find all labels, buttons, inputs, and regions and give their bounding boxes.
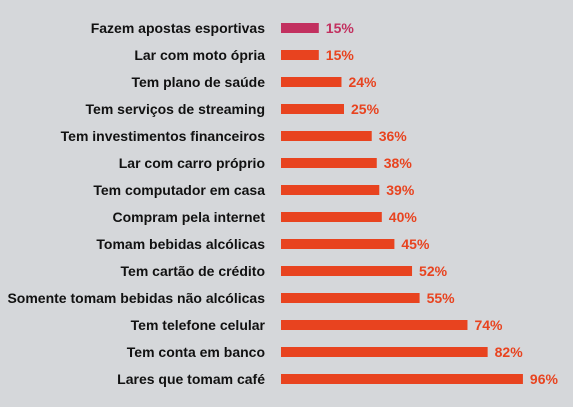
bar — [281, 104, 344, 114]
category-label: Tem serviços de streaming — [86, 101, 265, 117]
bar — [281, 320, 468, 330]
category-label: Tem conta em banco — [127, 344, 265, 360]
category-label: Lar com moto ópria — [134, 47, 265, 63]
bar — [281, 185, 380, 195]
bar — [281, 23, 319, 33]
value-label: 55% — [427, 290, 456, 306]
category-label: Tem computador em casa — [93, 182, 265, 198]
value-label: 82% — [495, 344, 524, 360]
value-label: 96% — [530, 371, 559, 387]
value-label: 39% — [386, 182, 415, 198]
value-label: 15% — [326, 20, 355, 36]
category-label: Lar com carro próprio — [119, 155, 265, 171]
value-label: 25% — [351, 101, 380, 117]
value-label: 74% — [474, 317, 503, 333]
bar — [281, 212, 382, 222]
bar — [281, 77, 342, 87]
value-label: 45% — [401, 236, 430, 252]
category-label: Somente tomam bebidas não alcólicas — [7, 290, 265, 306]
bar — [281, 158, 377, 168]
bar — [281, 239, 395, 249]
category-label: Fazem apostas esportivas — [91, 20, 266, 36]
bar — [281, 347, 488, 357]
category-label: Compram pela internet — [113, 209, 266, 225]
category-label: Tem telefone celular — [131, 317, 266, 333]
category-label: Tomam bebidas alcólicas — [96, 236, 265, 252]
value-label: 15% — [326, 47, 355, 63]
bar — [281, 374, 523, 384]
value-label: 36% — [379, 128, 408, 144]
value-label: 52% — [419, 263, 448, 279]
category-label: Tem plano de saúde — [131, 74, 265, 90]
category-label: Tem cartão de crédito — [121, 263, 265, 279]
value-label: 38% — [384, 155, 413, 171]
value-label: 24% — [348, 74, 377, 90]
bar — [281, 50, 319, 60]
category-label: Lares que tomam café — [117, 371, 265, 387]
bar — [281, 266, 413, 276]
bar — [281, 131, 372, 141]
category-label: Tem investimentos financeiros — [61, 128, 266, 144]
bar — [281, 293, 420, 303]
value-label: 40% — [389, 209, 418, 225]
